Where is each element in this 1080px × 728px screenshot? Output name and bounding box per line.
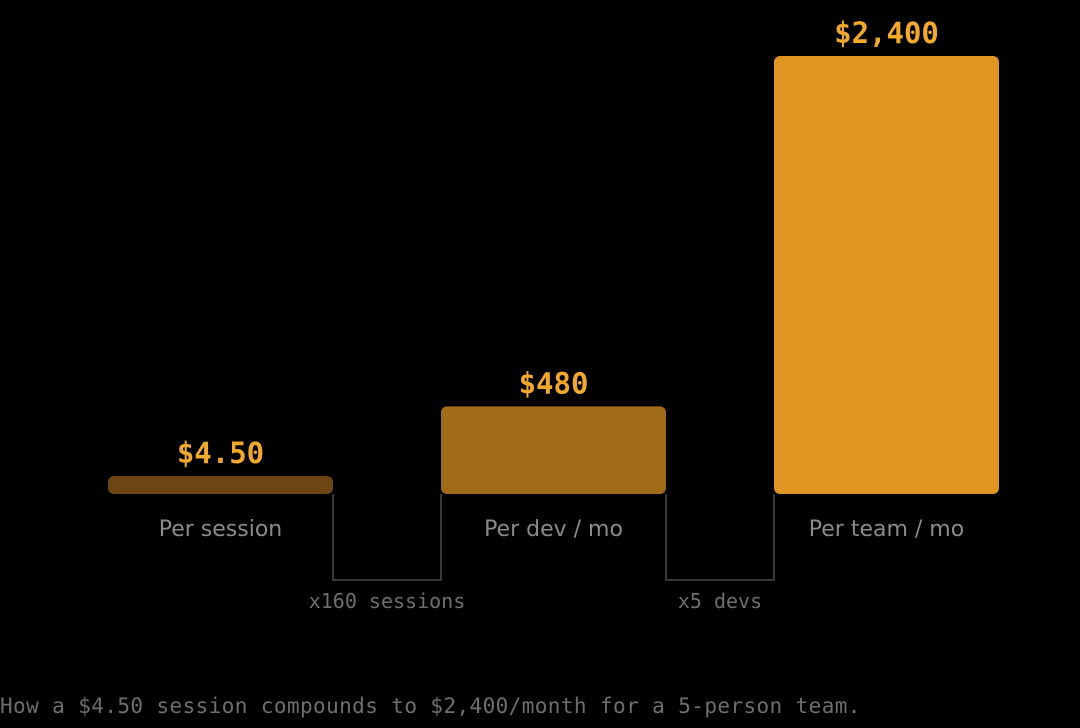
- bar-per-session: [108, 476, 333, 494]
- bar-per-team-mo: [774, 56, 999, 494]
- value-labels: $4.50 $480 $2,400: [177, 16, 939, 470]
- category-labels: Per session Per dev / mo Per team / mo: [159, 517, 964, 542]
- chart-caption: How a $4.50 session compounds to $2,400/…: [0, 694, 861, 718]
- bars: [108, 56, 999, 494]
- multiplier-brackets: x160 sessions x5 devs: [309, 494, 775, 613]
- value-label-per-team-mo: $2,400: [834, 16, 939, 50]
- value-label-per-session: $4.50: [177, 436, 264, 470]
- multiplier-bracket-2: [665, 494, 775, 581]
- bar-per-dev-mo: [441, 406, 666, 494]
- multiplier-bracket-1: [332, 494, 442, 581]
- multiplier-label-1: x160 sessions: [309, 589, 466, 613]
- value-label-per-dev-mo: $480: [519, 366, 589, 400]
- multiplier-label-2: x5 devs: [678, 589, 762, 613]
- category-label-per-dev-mo: Per dev / mo: [484, 517, 623, 542]
- category-label-per-team-mo: Per team / mo: [809, 517, 964, 542]
- category-label-per-session: Per session: [159, 517, 283, 542]
